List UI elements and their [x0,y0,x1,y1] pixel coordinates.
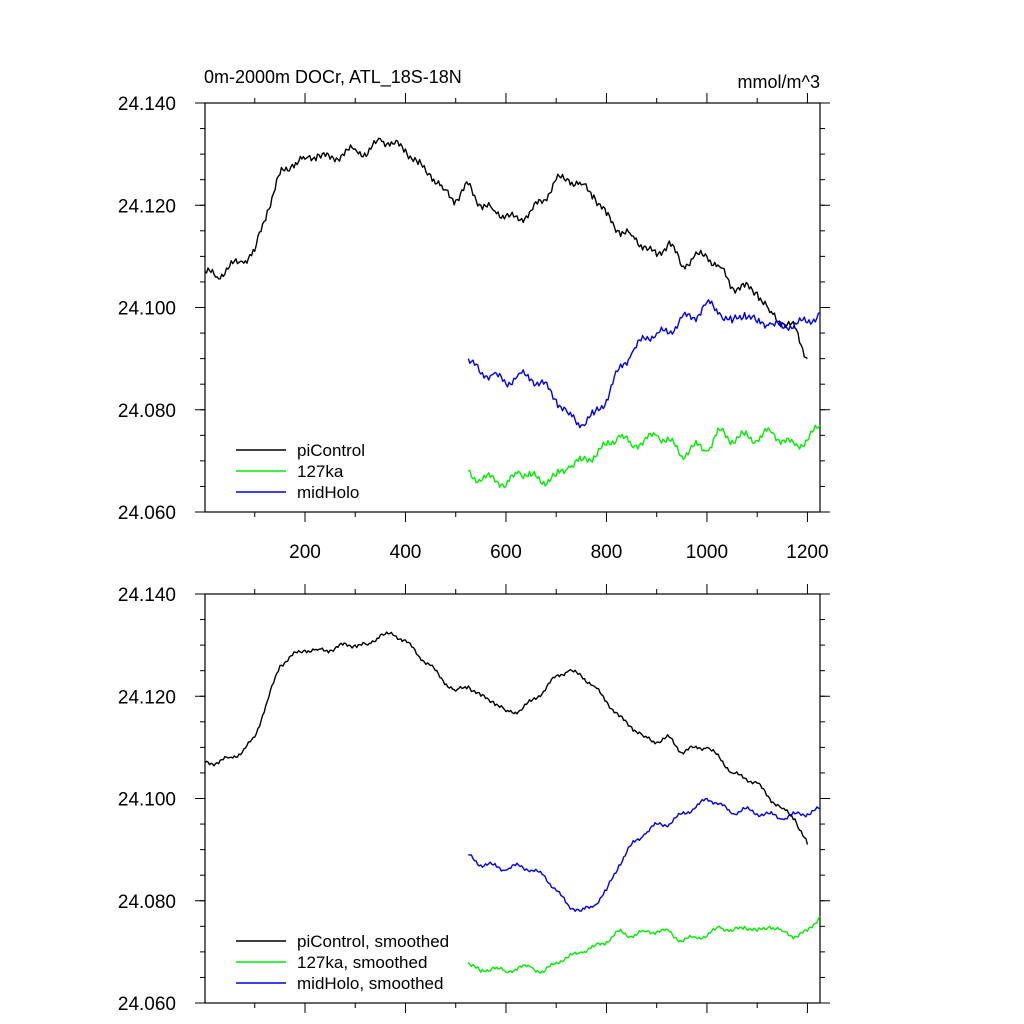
units-label: mmol/m^3 [738,72,820,92]
legend-label: piControl [297,441,365,460]
y-tick-label: 24.080 [118,892,176,913]
x-tick-label: 200 [289,542,321,563]
series-line-piControl [204,137,808,360]
y-tick-label: 24.080 [118,401,176,422]
y-tick-label: 24.120 [118,687,176,708]
x-tick-label: 1000 [686,542,728,563]
x-tick-label: 400 [390,542,422,563]
y-tick-label: 24.120 [118,196,176,217]
bottom-panel: 24.060 24.080 24.100 24.120 24.140 piControl,… [118,584,830,1015]
series-line-127ka [468,424,821,489]
y-tick-label: 24.140 [118,94,176,115]
y-tick-label: 24.100 [118,790,176,811]
legend-label: piControl, smoothed [297,932,449,951]
top-panel: 200 400 600 800 1000 1200 24.060 24.080 24.100 24… [118,93,830,563]
x-tick-label: 600 [490,542,522,563]
series-line-127ka [467,915,821,974]
series-line-midHolo [467,299,821,429]
series-line-midHolo [468,797,821,912]
x-tick-label: 1200 [786,542,828,563]
legend-label: 127ka [297,462,344,481]
legend-label: midHolo, smoothed [297,974,443,993]
legend-label: midHolo [297,483,359,502]
y-tick-label: 24.060 [118,503,176,524]
y-tick-label: 24.060 [118,994,176,1015]
legend-label: 127ka, smoothed [297,953,427,972]
y-tick-label: 24.100 [118,299,176,320]
y-tick-label: 24.140 [118,585,176,606]
series-line-piControl [204,631,809,845]
plot-title: 0m-2000m DOCr, ATL_18S-18N [204,67,462,88]
x-tick-label: 800 [591,542,623,563]
